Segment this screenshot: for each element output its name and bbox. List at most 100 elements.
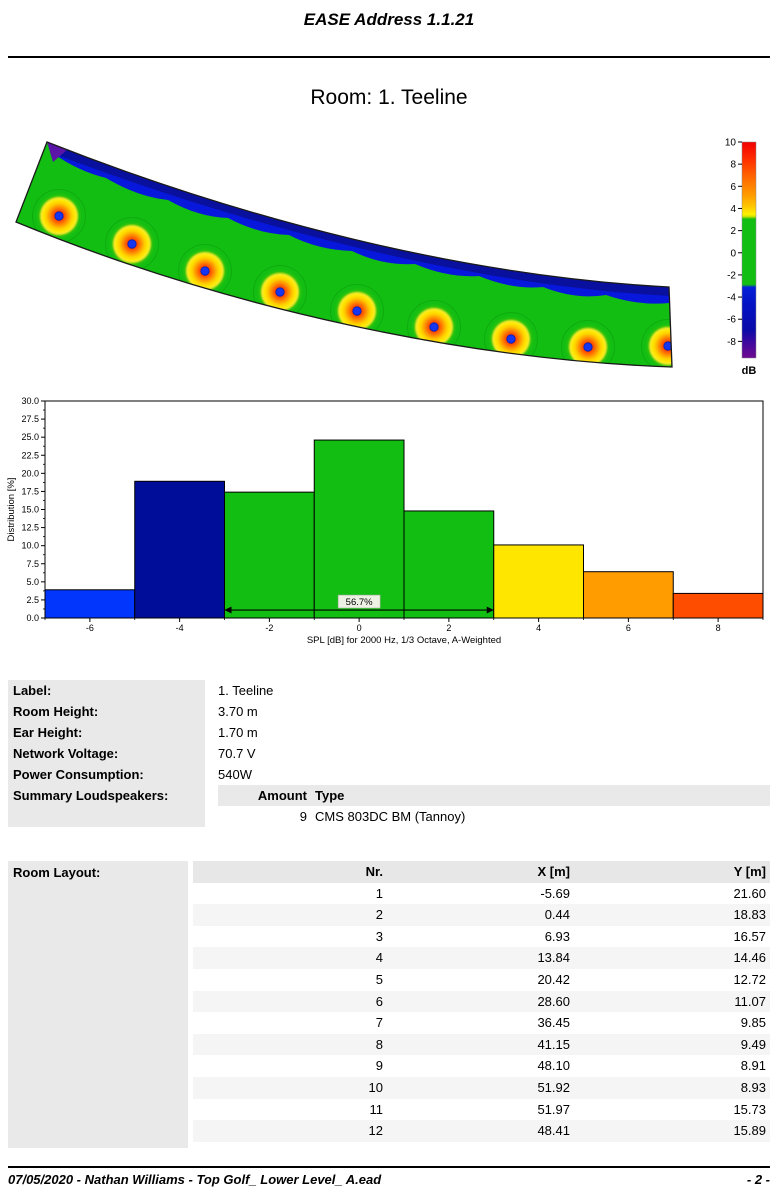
y-axis-title: Distribution [%] bbox=[6, 478, 17, 542]
speaker-marker bbox=[663, 341, 672, 351]
speaker-x: -5.69 bbox=[540, 885, 570, 901]
property-value: 1. Teeline bbox=[218, 683, 274, 698]
table-row: 9 48.10 8.91 bbox=[193, 1055, 770, 1077]
y-tick-label: 15.0 bbox=[21, 505, 39, 515]
speaker-x: 6.93 bbox=[544, 928, 570, 944]
speaker-x: 20.42 bbox=[537, 971, 570, 987]
x-tick-label: -6 bbox=[86, 623, 94, 633]
loudspeaker-summary-values: 9 CMS 803DC BM (Tannoy) bbox=[218, 806, 770, 827]
loudspeaker-summary-header: Amount Type bbox=[218, 785, 770, 806]
table-row: 10 51.92 8.93 bbox=[193, 1076, 770, 1099]
table-row: 2 0.44 18.83 bbox=[193, 904, 770, 926]
room-title: Room: 1. Teeline bbox=[310, 86, 468, 109]
colorbar-unit-label: dB bbox=[742, 365, 757, 377]
speaker-x: 28.60 bbox=[537, 993, 570, 1009]
x-tick-label: -2 bbox=[265, 623, 273, 633]
speaker-y: 9.49 bbox=[740, 1036, 766, 1052]
property-label: Network Voltage: bbox=[8, 743, 205, 764]
colorbar-tick-label: 2 bbox=[730, 226, 736, 237]
y-tick-label: 7.5 bbox=[26, 559, 39, 569]
colorbar-tick-label: -6 bbox=[727, 315, 736, 326]
table-row: 12 48.41 15.89 bbox=[193, 1120, 770, 1142]
histogram-bar bbox=[583, 571, 674, 619]
table-row: 1 -5.69 21.60 bbox=[193, 883, 770, 905]
property-label: Label: bbox=[8, 680, 205, 701]
property-row: Label: 1. Teeline bbox=[8, 680, 770, 701]
speaker-x: 48.41 bbox=[537, 1123, 570, 1139]
layout-column-header: X [m] bbox=[537, 864, 571, 879]
speaker-number: 3 bbox=[375, 928, 383, 944]
speaker-x: 51.92 bbox=[537, 1079, 570, 1095]
colorbar-tick-label: -4 bbox=[727, 293, 736, 304]
x-tick-label: 2 bbox=[446, 623, 451, 633]
histogram-bar bbox=[44, 589, 136, 619]
speaker-x: 48.10 bbox=[537, 1058, 570, 1074]
histogram-bar bbox=[224, 491, 315, 619]
footer-divider bbox=[8, 1166, 770, 1168]
speaker-x: 36.45 bbox=[537, 1015, 570, 1031]
property-label: Room Height: bbox=[8, 701, 205, 722]
histogram-bar bbox=[313, 439, 405, 619]
property-row: Ear Height: 1.70 m bbox=[8, 722, 770, 743]
layout-column-header: Y [m] bbox=[733, 864, 766, 879]
speaker-number: 7 bbox=[375, 1015, 383, 1031]
speaker-marker bbox=[506, 334, 516, 344]
layout-header-row: Nr. X [m] Y [m] bbox=[193, 861, 770, 883]
loudspeaker-type: CMS 803DC BM (Tannoy) bbox=[315, 809, 466, 824]
arrowhead-right bbox=[486, 606, 494, 614]
y-tick-label: 2.5 bbox=[26, 595, 39, 605]
property-label: Ear Height: bbox=[8, 722, 205, 743]
speaker-x: 0.44 bbox=[544, 907, 570, 923]
table-row: 6 28.60 11.07 bbox=[193, 990, 770, 1013]
speaker-marker bbox=[583, 342, 593, 352]
speaker-number: 5 bbox=[375, 971, 383, 987]
speaker-number: 2 bbox=[375, 907, 383, 923]
property-label-empty bbox=[8, 806, 205, 827]
x-axis-title: SPL [dB] for 2000 Hz, 1/3 Octave, A-Weig… bbox=[307, 635, 501, 646]
spl-distribution-histogram: 0.0 2.5 5.0 7.5 10.0 12.5 15.0 17.5 20.0 22.5 25.0… bbox=[6, 396, 764, 646]
property-value: 70.7 V bbox=[218, 746, 256, 761]
app-title: EASE Address 1.1.21 bbox=[303, 10, 475, 29]
property-label: Summary Loudspeakers: bbox=[8, 785, 205, 806]
speaker-y: 8.91 bbox=[740, 1058, 766, 1074]
header-divider bbox=[8, 56, 770, 58]
histogram-bar bbox=[134, 480, 225, 619]
speaker-number: 1 bbox=[375, 885, 383, 901]
x-tick-label: 4 bbox=[536, 623, 541, 633]
colorbar-tick-label: 4 bbox=[730, 204, 736, 215]
table-row: 3 6.93 16.57 bbox=[193, 926, 770, 948]
y-tick-label: 10.0 bbox=[21, 541, 39, 551]
speaker-number: 12 bbox=[368, 1123, 383, 1139]
speaker-number: 6 bbox=[375, 993, 383, 1009]
speaker-halo-ring bbox=[641, 319, 672, 367]
y-tick-label: 27.5 bbox=[21, 414, 39, 424]
speaker-y: 18.83 bbox=[733, 907, 766, 923]
property-label: Power Consumption: bbox=[8, 764, 205, 785]
speaker-halo-ring bbox=[561, 320, 615, 367]
colorbar-tick-label: -2 bbox=[727, 270, 736, 281]
coverage-percentage-label: 56.7% bbox=[346, 597, 373, 608]
lowest-spl-corner bbox=[47, 142, 68, 162]
colorbar-tick-label: 0 bbox=[730, 248, 736, 259]
colorbar-tick-label: 6 bbox=[730, 182, 736, 193]
table-row: 8 41.15 9.49 bbox=[193, 1033, 770, 1056]
coverage-percentage-box bbox=[337, 594, 381, 609]
colorbar-gradient bbox=[741, 141, 757, 359]
property-value: 1.70 m bbox=[218, 725, 258, 740]
y-tick-label: 17.5 bbox=[21, 486, 39, 496]
speaker-y: 15.73 bbox=[733, 1101, 766, 1117]
table-row: 5 20.42 12.72 bbox=[193, 969, 770, 991]
y-tick-label: 25.0 bbox=[21, 432, 39, 442]
spl-coverage-map bbox=[15, 141, 673, 368]
speaker-marker bbox=[352, 306, 362, 316]
speaker-y: 8.93 bbox=[740, 1079, 766, 1095]
table-row: 7 36.45 9.85 bbox=[193, 1012, 770, 1034]
property-row: Power Consumption: 540W bbox=[8, 764, 770, 785]
spl-colorbar: 10 8 6 4 2 0 -2 -4 -6 -8 dB bbox=[725, 138, 757, 378]
speaker-marker bbox=[275, 287, 285, 297]
speaker-y: 14.46 bbox=[733, 950, 766, 966]
x-tick-label: 0 bbox=[357, 623, 362, 633]
speaker-number: 11 bbox=[369, 1101, 384, 1117]
speaker-number: 9 bbox=[375, 1058, 383, 1074]
